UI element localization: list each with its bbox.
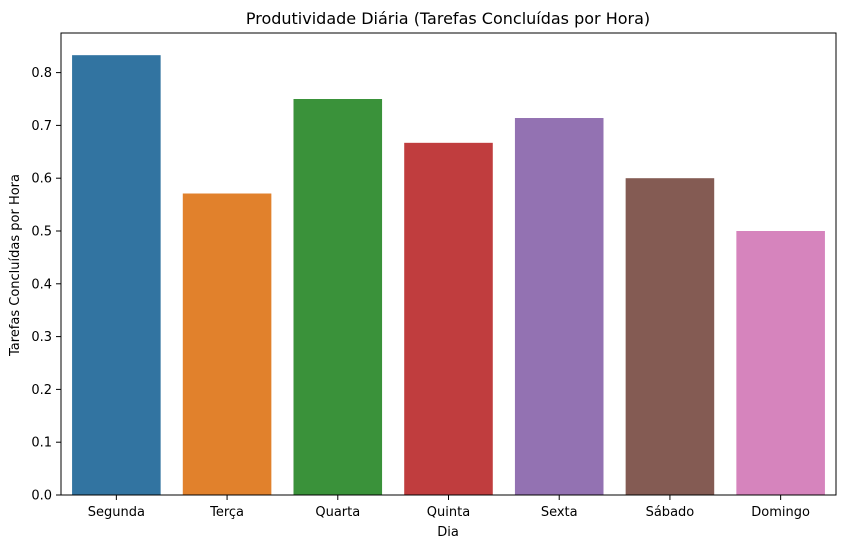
bar-sábado (625, 178, 715, 495)
x-axis-title: Dia (437, 525, 459, 540)
y-tick-label: 0.0 (31, 489, 52, 504)
y-tick-label: 0.2 (31, 383, 52, 398)
bar-terça (182, 193, 272, 495)
x-tick-label: Segunda (88, 505, 145, 520)
bar-quinta (404, 142, 493, 495)
x-tick-label: Sexta (541, 505, 578, 520)
y-tick-label: 0.3 (31, 330, 52, 345)
x-tick-label: Terça (209, 505, 244, 520)
x-axis-ticks: Segunda Terça Quarta Quinta Sexta Sábado Domin… (88, 495, 810, 520)
chart-title: Produtividade Diária (Tarefas Concluídas… (246, 9, 650, 28)
y-axis-title: Tarefas Concluídas por Hora (8, 174, 23, 357)
y-tick-label: 0.4 (31, 277, 52, 292)
bar-domingo (736, 231, 825, 495)
y-tick-label: 0.8 (31, 66, 52, 81)
bar-sexta (514, 118, 604, 495)
bar-segunda (72, 55, 161, 496)
y-tick-label: 0.5 (31, 225, 52, 240)
y-tick-label: 0.1 (31, 436, 52, 451)
y-tick-label: 0.7 (31, 119, 52, 134)
bars-layer (72, 55, 825, 496)
y-tick-label: 0.6 (31, 172, 52, 187)
y-axis-ticks: 0.0 0.1 0.2 0.3 0.4 0.5 0.6 0.7 0.8 (31, 66, 61, 504)
x-tick-label: Quinta (427, 505, 470, 520)
x-tick-label: Domingo (751, 505, 810, 520)
x-tick-label: Quarta (315, 505, 360, 520)
bar-quarta (293, 99, 383, 495)
x-tick-label: Sábado (646, 505, 695, 520)
